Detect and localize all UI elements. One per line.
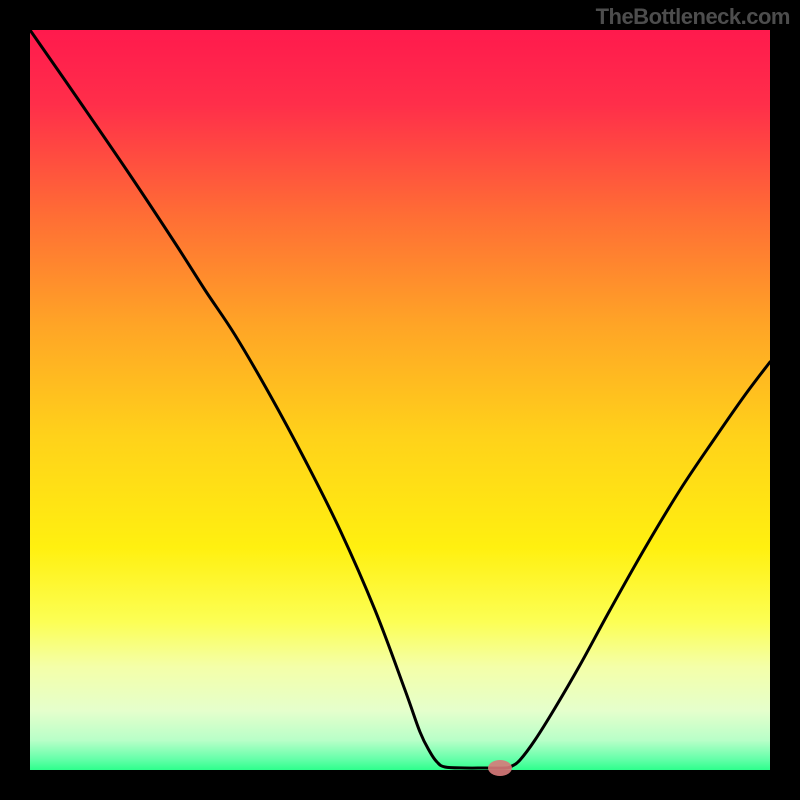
plot-area [30,30,770,770]
bottleneck-chart: TheBottleneck.com [0,0,800,800]
chart-svg [0,0,800,800]
optimal-marker [488,760,512,776]
watermark-text: TheBottleneck.com [596,4,790,30]
